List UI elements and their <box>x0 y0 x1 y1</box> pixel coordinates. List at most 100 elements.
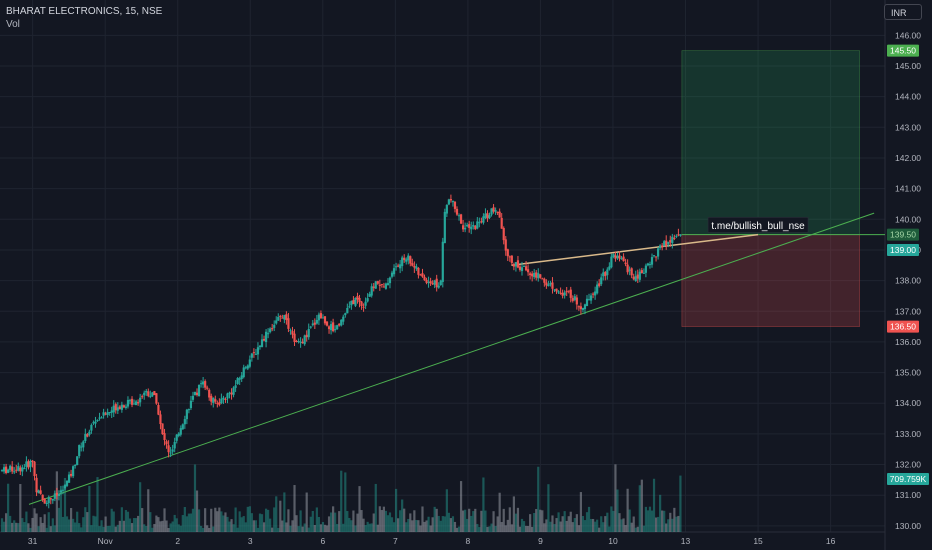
candle-body <box>90 424 93 431</box>
volume-bar <box>441 516 444 532</box>
long-position-zones[interactable] <box>681 50 885 327</box>
candle-body <box>244 367 247 369</box>
candle-body <box>350 300 353 306</box>
volume-bar <box>319 524 323 532</box>
volume-bar <box>329 512 333 532</box>
candle-body <box>661 245 664 248</box>
candle-body <box>82 441 85 448</box>
volume-bar <box>640 479 643 532</box>
support-trendline[interactable] <box>28 212 875 505</box>
volume-bar <box>197 509 201 532</box>
candle-body <box>403 257 406 261</box>
candle-body <box>181 424 184 430</box>
volume-bar <box>394 488 398 532</box>
candle-body <box>397 265 400 267</box>
time-tick-label: 15 <box>753 536 763 546</box>
volume-bar <box>299 510 302 532</box>
volume-bar <box>63 477 67 532</box>
volume-bar <box>614 464 617 532</box>
volume-bar <box>388 512 392 532</box>
currency-button[interactable]: INR <box>884 4 922 20</box>
volume-bar <box>301 526 304 532</box>
volume-bar <box>360 510 363 532</box>
volume-bar <box>45 527 48 532</box>
price-tick-label: 135.00 <box>895 368 921 378</box>
stop-zone[interactable] <box>681 234 860 327</box>
volume-bar <box>374 483 377 532</box>
candle-body <box>299 341 302 343</box>
volume-bar <box>61 516 65 532</box>
candle-body <box>185 409 188 420</box>
volume-bar <box>273 507 276 532</box>
volume-bar <box>137 515 140 532</box>
volume-bar <box>2 521 6 532</box>
candle-body <box>514 262 518 267</box>
volume-bar <box>33 508 36 532</box>
candle-body <box>303 335 306 345</box>
candle-body <box>309 326 312 328</box>
volume-bar <box>646 510 650 532</box>
volume-bar <box>451 516 455 532</box>
volume-bar <box>484 510 487 532</box>
candle-body <box>9 465 12 470</box>
candle-body <box>571 298 574 301</box>
time-tick-label: 13 <box>681 536 691 546</box>
volume-bar <box>271 527 274 532</box>
volume-bar <box>433 506 436 532</box>
volume-bar <box>11 522 14 532</box>
volume-bar <box>19 484 22 532</box>
target-zone[interactable] <box>681 50 860 235</box>
volume-bar <box>199 525 203 532</box>
volume-bar <box>598 527 601 532</box>
drawing-lines[interactable] <box>28 212 875 505</box>
resistance-trendline[interactable] <box>511 233 759 267</box>
time-tick-label: 31 <box>28 536 38 546</box>
volume-indicator-label[interactable]: Vol <box>6 19 20 30</box>
volume-bar <box>100 520 103 532</box>
volume-bar <box>508 507 511 532</box>
volume-bar <box>102 526 105 532</box>
volume-bar <box>504 525 507 532</box>
candle-body <box>596 284 599 294</box>
candle-body <box>500 217 503 229</box>
candle-body <box>161 423 164 435</box>
volume-bar <box>143 524 146 532</box>
candle-body <box>139 397 142 403</box>
volume-bar <box>47 512 50 532</box>
candle-body <box>248 359 251 367</box>
volume-bar <box>671 518 674 532</box>
candle-body <box>175 434 178 441</box>
candle-body <box>250 353 253 358</box>
volume-bar <box>262 522 266 532</box>
candle-body <box>581 307 585 310</box>
time-axis[interactable]: 31 Nov 2 3 6 7 8 9 10 13 15 16 <box>28 536 836 546</box>
volume-bar <box>622 518 625 532</box>
candle-body <box>108 412 111 414</box>
price-tick-label: 132.00 <box>895 460 921 470</box>
candle-body <box>358 297 361 303</box>
candle-body <box>273 324 276 328</box>
candle-body <box>19 467 22 472</box>
candle-body <box>427 282 430 284</box>
volume-bar <box>210 508 213 532</box>
volume-bar <box>612 510 615 532</box>
volume-bar <box>368 523 371 532</box>
volume-bar <box>370 523 373 532</box>
volume-bar <box>565 520 568 532</box>
candle-body <box>652 255 656 257</box>
volume-bar <box>244 522 247 532</box>
volume-bar <box>636 526 639 532</box>
volume-bar <box>124 510 128 532</box>
candle-body <box>13 471 16 473</box>
candle-body <box>163 433 166 441</box>
candle-body <box>606 269 609 276</box>
volume-bar <box>675 516 678 532</box>
price-axis[interactable]: 130.00 131.00 132.00 133.00 134.00 135.00 136.… <box>887 30 929 531</box>
volume-bar <box>563 511 566 532</box>
volume-bar <box>384 510 388 532</box>
volume-bar <box>600 516 603 532</box>
symbol-title[interactable]: BHARAT ELECTRONICS, 15, NSE <box>6 6 163 17</box>
candle-body <box>323 316 327 324</box>
volume-bar <box>187 513 190 532</box>
